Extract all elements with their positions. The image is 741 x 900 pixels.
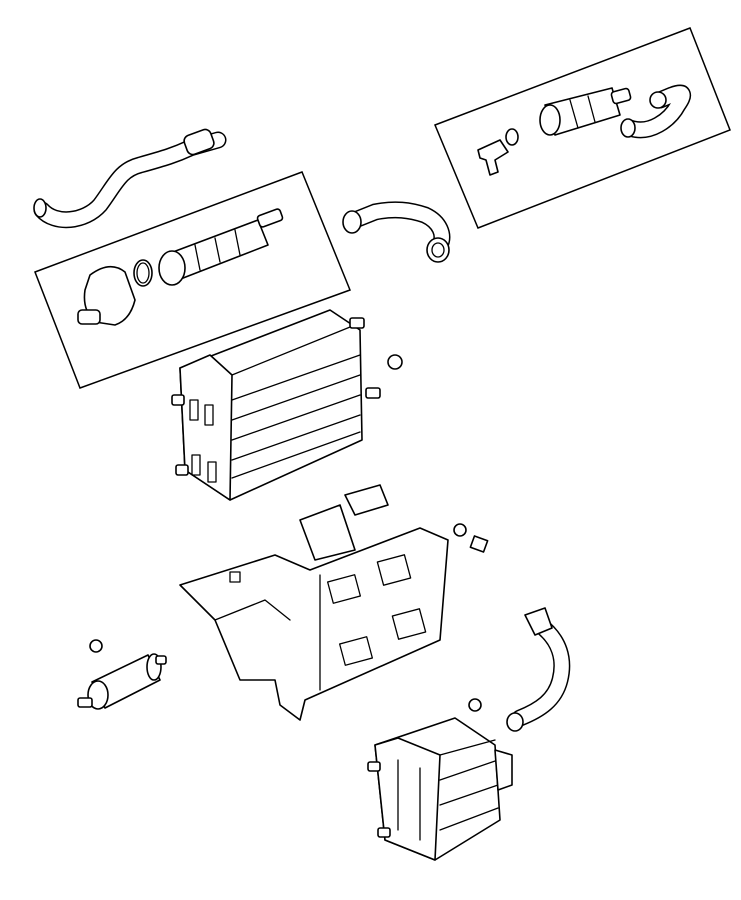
filter-nipple (610, 87, 632, 105)
port (175, 464, 189, 476)
hose-upper-left (33, 128, 227, 229)
hose-middle (342, 201, 451, 263)
hose-end (506, 712, 524, 732)
hose-end (33, 198, 47, 218)
port (171, 394, 185, 406)
hose-lower-right (506, 607, 571, 732)
bracket (179, 484, 489, 721)
hose-end (342, 210, 362, 234)
elbow-end (505, 128, 519, 146)
pump-port (77, 309, 101, 325)
clip (469, 535, 489, 553)
hose-fitting (183, 128, 215, 156)
filter-cap (158, 250, 186, 286)
hose-connector (524, 607, 553, 636)
port (349, 317, 365, 329)
filter-small (77, 639, 167, 710)
hose-end (649, 91, 667, 109)
nut (468, 698, 482, 712)
hose-end (620, 118, 636, 138)
nut (387, 354, 403, 370)
nut (89, 639, 103, 653)
assembly-frame-right (434, 27, 731, 229)
hose-end (426, 237, 450, 263)
assembly-frame-left (34, 171, 351, 389)
canister-small (367, 698, 513, 861)
filter-cap (539, 104, 561, 136)
filter-nipple (256, 208, 284, 228)
elbow-fitting (477, 139, 509, 176)
bolt (453, 523, 467, 537)
canister-large (171, 309, 403, 501)
port (365, 387, 381, 399)
